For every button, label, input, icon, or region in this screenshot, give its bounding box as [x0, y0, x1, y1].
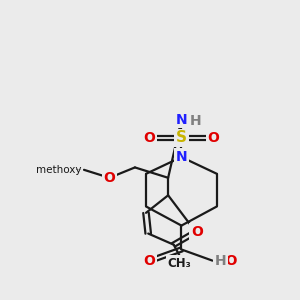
Text: H: H: [190, 114, 202, 128]
Text: N: N: [176, 150, 187, 164]
Text: O: O: [208, 131, 220, 145]
Text: S: S: [176, 130, 187, 146]
Text: N: N: [176, 112, 187, 127]
Text: methoxy: methoxy: [76, 169, 82, 170]
Text: methoxy: methoxy: [36, 165, 82, 175]
Text: H: H: [214, 254, 226, 268]
Text: O: O: [143, 254, 155, 268]
Text: O: O: [103, 171, 116, 185]
Text: O: O: [143, 131, 155, 145]
Text: CH₃: CH₃: [167, 256, 191, 269]
Text: HO: HO: [214, 254, 238, 268]
Text: O: O: [191, 225, 203, 239]
